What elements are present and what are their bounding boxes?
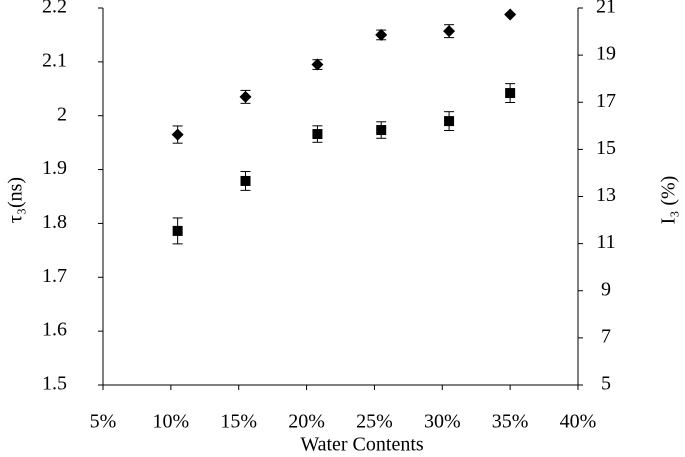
y-tick-label: 1.7 <box>42 265 67 287</box>
y-axis-label: τ₃(ns) <box>5 177 27 223</box>
x-tick-label: 15% <box>220 411 257 433</box>
square-marker <box>172 225 183 236</box>
y-tick-label: 1.9 <box>42 157 67 179</box>
y2-tick-label: 11 <box>596 231 615 253</box>
x-tick-label: 40% <box>560 411 597 433</box>
x-tick-label: 10% <box>153 411 190 433</box>
x-tick-label: 25% <box>356 411 393 433</box>
y-tick-label: 1.8 <box>42 211 67 233</box>
diamond-marker <box>171 128 184 141</box>
y2-tick-label: 5 <box>601 373 611 395</box>
y2-tick-label: 15 <box>596 137 616 159</box>
x-tick-label: 35% <box>492 411 529 433</box>
y2-tick-label: 19 <box>596 43 616 65</box>
y-tick-label: 1.5 <box>42 373 67 395</box>
y2-tick-label: 21 <box>596 0 616 18</box>
y2-tick-label: 13 <box>596 184 616 206</box>
diamond-marker <box>443 25 456 38</box>
y2-tick-label: 17 <box>596 90 616 112</box>
y2-tick-label: 9 <box>601 278 611 300</box>
y-tick-label: 2.2 <box>42 0 67 18</box>
y2-tick-label: 7 <box>601 325 611 347</box>
diamond-marker <box>375 28 388 41</box>
square-marker <box>312 129 323 140</box>
square-marker <box>376 125 387 136</box>
square-marker <box>505 88 516 99</box>
diamond-marker <box>311 58 324 71</box>
x-axis-label: Water Contents <box>300 434 424 456</box>
diamond-marker <box>504 8 517 21</box>
square-marker <box>444 116 455 127</box>
y-tick-label: 2.1 <box>42 49 67 71</box>
x-tick-label: 30% <box>424 411 461 433</box>
square-marker <box>240 175 251 186</box>
x-tick-label: 20% <box>288 411 325 433</box>
y-tick-label: 1.6 <box>42 319 67 341</box>
y-tick-label: 2 <box>57 103 67 125</box>
y2-axis-label: I₃ (%) <box>658 176 680 225</box>
x-tick-label: 5% <box>90 411 117 433</box>
diamond-marker <box>239 90 252 103</box>
